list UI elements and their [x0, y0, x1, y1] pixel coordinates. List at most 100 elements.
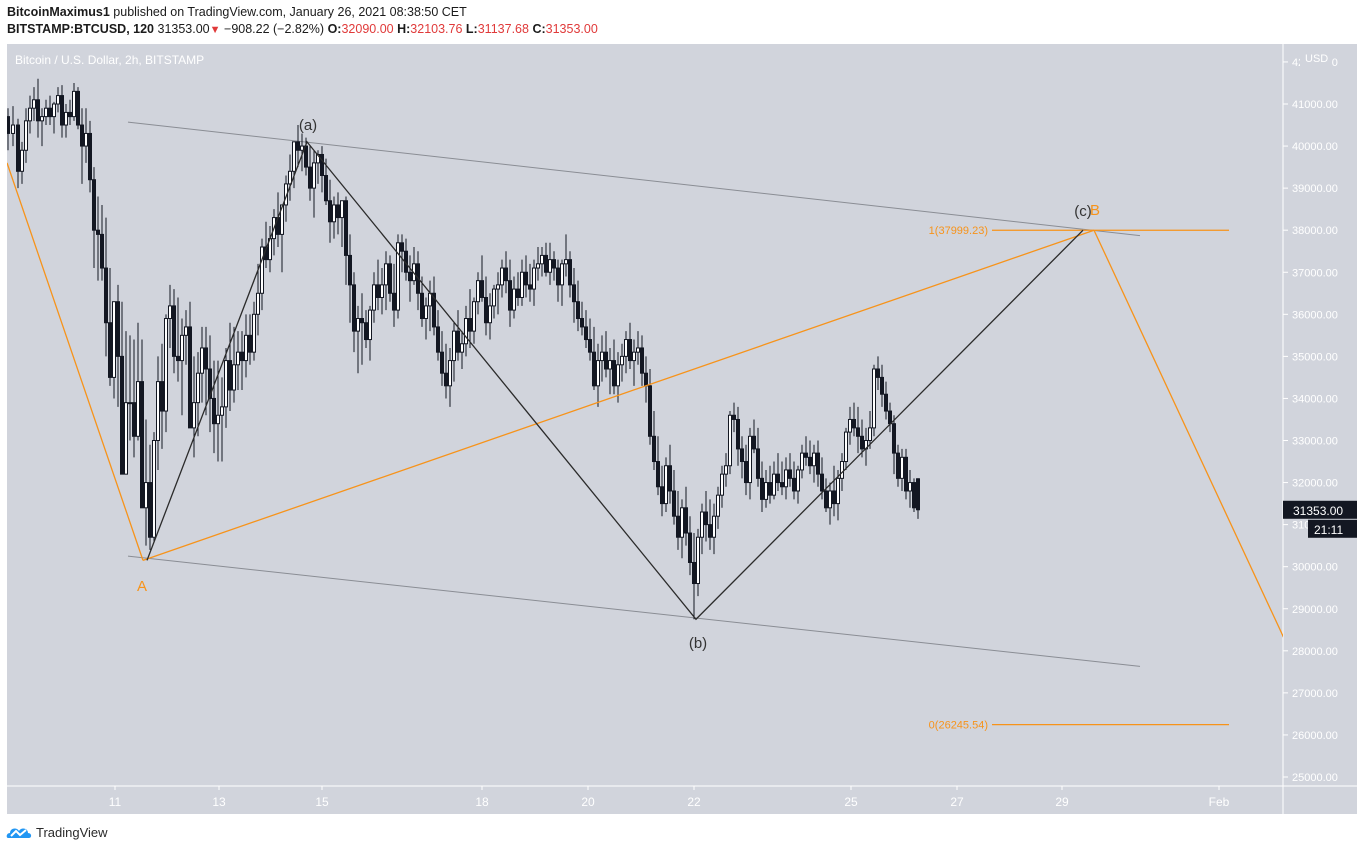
candle-down — [188, 326, 192, 429]
price-chart[interactable]: Bitcoin / U.S. Dollar, 2h, BITSTAMP 25000… — [7, 44, 1357, 814]
price-tick-label: 33000.00 — [1292, 436, 1338, 448]
candle-down — [228, 360, 232, 391]
candle-down — [148, 482, 152, 538]
candle-down — [644, 372, 648, 387]
candle-down — [880, 376, 884, 395]
candle-up — [164, 318, 168, 412]
candle-up — [800, 452, 804, 471]
candle-down — [408, 271, 412, 282]
candle-up — [536, 263, 540, 269]
ohlc-bar: BITSTAMP:BTCUSD, 120 31353.00▼ −908.22 (… — [7, 22, 598, 36]
candle-up — [600, 351, 604, 362]
candle-down — [708, 524, 712, 538]
current-price-label-bg — [1283, 500, 1357, 519]
candle-down — [628, 339, 632, 362]
price-tick-label: 40000.00 — [1292, 141, 1338, 153]
candle-down — [544, 254, 548, 273]
candle-down — [552, 259, 556, 269]
price-tick-label: 27000.00 — [1292, 688, 1338, 700]
candle-down — [364, 322, 368, 341]
candle-up — [260, 246, 264, 294]
chart-area[interactable]: Bitcoin / U.S. Dollar, 2h, BITSTAMP 25000… — [7, 44, 1357, 814]
candle-down — [352, 284, 356, 332]
candle-down — [176, 355, 180, 362]
candle-up — [464, 318, 468, 345]
candle-up — [128, 402, 132, 405]
candle-down — [444, 372, 448, 387]
candle-down — [320, 153, 324, 177]
candle-up — [696, 536, 700, 585]
candle-up — [196, 372, 200, 404]
footer-brand: TradingView — [6, 824, 108, 840]
candle-up — [332, 204, 336, 223]
candle-down — [104, 267, 108, 324]
price-tick-label: 29000.00 — [1292, 604, 1338, 616]
candle-down — [212, 397, 216, 425]
candle-down — [808, 456, 812, 467]
candle-up — [840, 461, 844, 479]
candle-up — [384, 263, 388, 286]
price-tick-label: 28000.00 — [1292, 646, 1338, 658]
candle-up — [312, 162, 316, 189]
abc-pre-line — [7, 162, 144, 561]
candle-up — [152, 440, 156, 538]
candle-up — [428, 292, 432, 307]
candle-up — [236, 351, 240, 366]
candle-up — [216, 414, 220, 425]
candle-up — [836, 477, 840, 505]
candle-down — [392, 292, 396, 311]
candle-down — [60, 95, 64, 126]
candle-up — [356, 318, 360, 332]
chart-background — [7, 44, 1357, 814]
candle-up — [636, 347, 640, 353]
candle-up — [340, 200, 344, 219]
candle-up — [28, 107, 32, 122]
candle-up — [52, 103, 56, 118]
candle-down — [76, 90, 80, 126]
time-tick-label: 15 — [315, 795, 329, 809]
candle-down — [160, 381, 164, 412]
candle-down — [768, 482, 772, 496]
brand-name: TradingView — [36, 824, 108, 840]
price-tick-label: 35000.00 — [1292, 351, 1338, 363]
low-value: 31137.68 — [477, 22, 529, 36]
candle-down — [108, 322, 112, 378]
price-tick-label: 34000.00 — [1292, 393, 1338, 405]
candle-up — [136, 381, 140, 437]
candle-down — [656, 461, 660, 488]
time-tick-label: 27 — [950, 795, 964, 809]
candle-down — [752, 435, 756, 450]
candle-down — [92, 179, 96, 231]
currency-label: USD — [1305, 53, 1328, 65]
candle-down — [884, 393, 888, 412]
candle-down — [824, 490, 828, 509]
price-tick-label: 26000.00 — [1292, 730, 1338, 742]
time-tick-label: 29 — [1055, 795, 1069, 809]
candle-up — [548, 259, 552, 273]
candle-down — [912, 482, 916, 509]
time-tick-label: 20 — [581, 795, 595, 809]
candle-down — [304, 145, 308, 168]
close-value: 31353.00 — [545, 22, 598, 36]
candle-up — [424, 305, 428, 320]
candle-up — [184, 326, 188, 336]
candle-down — [88, 132, 92, 181]
candle-down — [704, 511, 708, 526]
candle-down — [328, 200, 332, 223]
candle-down — [504, 267, 508, 282]
candle-down — [436, 326, 440, 353]
candle-up — [680, 507, 684, 538]
candle-down — [204, 347, 208, 370]
candle-down — [736, 418, 740, 450]
candle-down — [792, 477, 796, 492]
high-label: H: — [397, 22, 411, 36]
down-arrow-icon: ▼ — [209, 24, 221, 36]
candle-up — [712, 515, 716, 538]
sub-wave-line — [146, 140, 1084, 621]
candle-down — [308, 166, 312, 189]
candle-down — [376, 284, 380, 298]
candle-up — [144, 482, 148, 509]
candle-down — [892, 423, 896, 454]
candle-up — [872, 368, 876, 429]
candle-up — [192, 402, 196, 429]
